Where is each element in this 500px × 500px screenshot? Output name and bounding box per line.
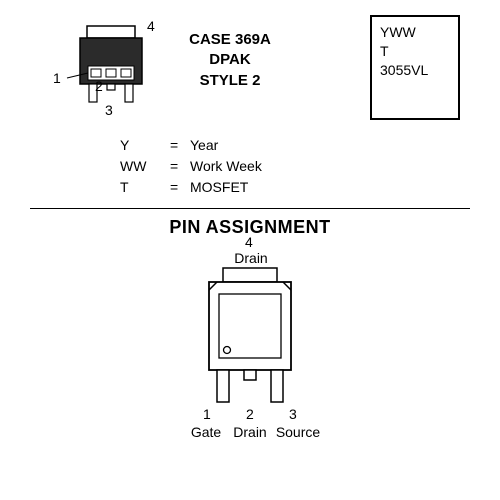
case-line1: CASE 369A (180, 30, 280, 50)
marking-line3: 3055VL (380, 61, 450, 80)
case-label: CASE 369A DPAK STYLE 2 (180, 30, 280, 91)
legend-value: Work Week (190, 156, 262, 177)
legend-row: WW = Work Week (120, 156, 500, 177)
package-small-drawing: 1 2 3 4 (55, 20, 165, 120)
case-line2: DPAK (180, 50, 280, 70)
top-pin-1: 1 (53, 70, 61, 86)
top-section: 1 2 3 4 CASE 369A DPAK STYLE 2 YWW T 305… (0, 0, 500, 135)
legend: Y = Year WW = Work Week T = MOSFET (0, 135, 500, 198)
legend-value: Year (190, 135, 218, 156)
package-large-drawing: 4 Drain 1 2 3 Gate Drain Source (175, 238, 325, 438)
top-pin-4: 4 (147, 18, 155, 34)
top-pin-3: 3 (105, 102, 113, 118)
top-pin-2: 2 (95, 78, 103, 94)
divider (30, 208, 470, 209)
pin4-num: 4 (245, 234, 257, 250)
bottom-section: 4 Drain 1 2 3 Gate Drain Source (0, 238, 500, 468)
pin1-name: Gate (185, 424, 227, 440)
pin3-num: 3 (289, 406, 297, 422)
legend-eq: = (170, 156, 190, 177)
pin4-name: Drain (231, 250, 271, 266)
marking-line1: YWW (380, 23, 450, 42)
pin2-name: Drain (229, 424, 271, 440)
legend-key: T (120, 177, 170, 198)
pin2-num: 2 (246, 406, 254, 422)
marking-box: YWW T 3055VL (370, 15, 460, 120)
pin1-num: 1 (203, 406, 211, 422)
legend-key: Y (120, 135, 170, 156)
legend-value: MOSFET (190, 177, 248, 198)
marking-line2: T (380, 42, 450, 61)
legend-eq: = (170, 177, 190, 198)
legend-row: Y = Year (120, 135, 500, 156)
pin3-name: Source (271, 424, 325, 440)
legend-key: WW (120, 156, 170, 177)
legend-row: T = MOSFET (120, 177, 500, 198)
case-line3: STYLE 2 (180, 71, 280, 91)
legend-eq: = (170, 135, 190, 156)
